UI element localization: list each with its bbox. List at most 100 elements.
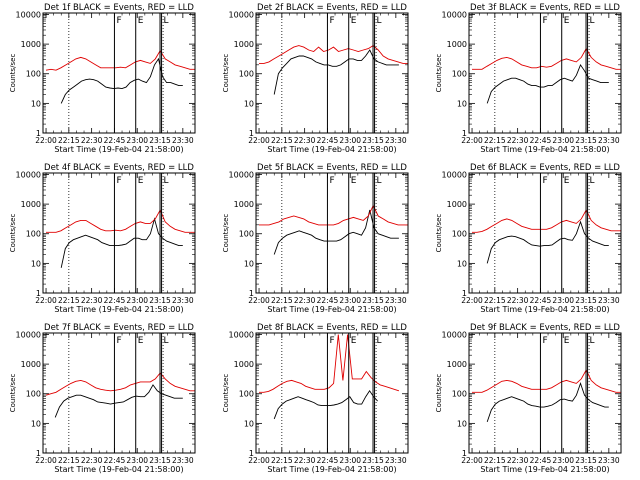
y-tick-label: 100 bbox=[26, 390, 41, 399]
x-tick-label: 22:00 bbox=[35, 136, 57, 145]
x-axis-label: Start Time (19-Feb-04 21:58:00) bbox=[480, 305, 609, 314]
lld-series-line bbox=[472, 369, 621, 393]
x-tick-label: 23:15 bbox=[362, 296, 384, 305]
x-tick-label: 22:00 bbox=[461, 456, 483, 465]
interval-marker-label: E bbox=[138, 16, 144, 26]
y-tick-label: 1000 bbox=[234, 360, 254, 369]
x-tick-label: 22:00 bbox=[35, 456, 57, 465]
plot-frame bbox=[42, 172, 196, 294]
chart-panel: Det 6f BLACK = Events, RED = LLD 1 10 100 10… bbox=[435, 163, 622, 314]
y-tick-label: 10000 bbox=[229, 330, 254, 339]
y-tick-label: 10000 bbox=[16, 170, 41, 179]
y-tick-label: 10000 bbox=[16, 10, 41, 19]
chart-panel: Det 1f BLACK = Events, RED = LLD 1 10 100 10… bbox=[9, 3, 196, 154]
interval-marker-label: E bbox=[351, 336, 357, 346]
interval-marker-label: F bbox=[329, 16, 334, 26]
x-tick-label: 22:45 bbox=[104, 296, 126, 305]
interval-marker-label: E bbox=[351, 16, 357, 26]
x-tick-label: 22:30 bbox=[294, 456, 316, 465]
x-tick-label: 22:15 bbox=[58, 296, 80, 305]
chart-panel: Det 8f BLACK = Events, RED = LLD 1 10 100 10… bbox=[222, 323, 409, 474]
lld-series-line bbox=[259, 45, 408, 64]
y-tick-label: 10000 bbox=[442, 170, 467, 179]
plot-frame bbox=[468, 12, 622, 134]
x-tick-label: 22:45 bbox=[104, 456, 126, 465]
interval-marker-label: L bbox=[164, 336, 169, 346]
y-axis-label: Counts/sec bbox=[9, 54, 17, 93]
interval-marker-label: E bbox=[138, 176, 144, 186]
plot-frame bbox=[468, 332, 622, 454]
events-series-line bbox=[486, 220, 609, 264]
y-tick-label: 1 bbox=[36, 129, 41, 138]
y-axis-label: Counts/sec bbox=[9, 214, 17, 253]
x-tick-label: 22:15 bbox=[271, 456, 293, 465]
interval-marker-label: L bbox=[377, 336, 382, 346]
y-tick-label: 10000 bbox=[229, 10, 254, 19]
x-tick-label: 22:00 bbox=[248, 456, 270, 465]
chart-panel: Det 4f BLACK = Events, RED = LLD 1 10 100 10… bbox=[9, 163, 196, 314]
x-tick-label: 22:00 bbox=[461, 136, 483, 145]
plot-frame bbox=[255, 332, 409, 454]
y-tick-label: 1 bbox=[462, 449, 467, 458]
interval-marker-label: F bbox=[542, 336, 547, 346]
y-tick-label: 10000 bbox=[442, 330, 467, 339]
x-tick-label: 22:00 bbox=[461, 296, 483, 305]
y-axis-label: Counts/sec bbox=[435, 374, 443, 413]
y-tick-label: 10 bbox=[31, 419, 41, 428]
y-tick-label: 10 bbox=[244, 99, 254, 108]
interval-marker-label: L bbox=[377, 176, 382, 186]
chart-title: Det 3f BLACK = Events, RED = LLD bbox=[470, 3, 620, 13]
x-tick-label: 23:00 bbox=[339, 456, 361, 465]
x-tick-label: 22:15 bbox=[271, 296, 293, 305]
y-tick-label: 10 bbox=[244, 259, 254, 268]
lld-series-line bbox=[259, 334, 400, 393]
y-tick-label: 1000 bbox=[234, 200, 254, 209]
x-tick-label: 23:00 bbox=[552, 296, 574, 305]
x-tick-label: 22:00 bbox=[248, 136, 270, 145]
x-tick-label: 22:00 bbox=[35, 296, 57, 305]
x-axis-label: Start Time (19-Feb-04 21:58:00) bbox=[54, 305, 183, 314]
events-series-line bbox=[486, 63, 609, 104]
x-tick-label: 23:30 bbox=[385, 136, 407, 145]
y-tick-label: 1 bbox=[36, 289, 41, 298]
y-tick-label: 10 bbox=[457, 99, 467, 108]
y-tick-label: 1000 bbox=[21, 200, 41, 209]
chart-panel: Det 7f BLACK = Events, RED = LLD 1 10 100 10… bbox=[9, 323, 196, 474]
y-tick-label: 1 bbox=[462, 289, 467, 298]
interval-marker-label: F bbox=[116, 176, 121, 186]
y-tick-label: 10 bbox=[457, 419, 467, 428]
interval-marker-label: L bbox=[164, 176, 169, 186]
x-axis-label: Start Time (19-Feb-04 21:58:00) bbox=[267, 145, 396, 154]
x-tick-label: 22:30 bbox=[507, 136, 529, 145]
x-tick-label: 22:15 bbox=[271, 136, 293, 145]
lld-series-line bbox=[45, 49, 195, 71]
x-tick-label: 23:15 bbox=[149, 136, 171, 145]
x-tick-label: 23:00 bbox=[126, 296, 148, 305]
y-tick-label: 10 bbox=[31, 99, 41, 108]
x-tick-label: 23:00 bbox=[339, 296, 361, 305]
interval-marker-label: F bbox=[329, 176, 334, 186]
interval-marker-label: E bbox=[351, 176, 357, 186]
y-tick-label: 1 bbox=[249, 289, 254, 298]
plot-frame bbox=[42, 332, 196, 454]
interval-marker-label: L bbox=[590, 16, 595, 26]
chart-panel: Det 9f BLACK = Events, RED = LLD 1 10 100 10… bbox=[435, 323, 622, 474]
x-axis-label: Start Time (19-Feb-04 21:58:00) bbox=[267, 305, 396, 314]
chart-title: Det 2f BLACK = Events, RED = LLD bbox=[257, 3, 407, 13]
x-tick-label: 23:15 bbox=[362, 456, 384, 465]
x-tick-label: 23:15 bbox=[575, 136, 597, 145]
interval-marker-label: E bbox=[564, 16, 570, 26]
lld-series-line bbox=[45, 372, 195, 396]
x-tick-label: 22:45 bbox=[530, 136, 552, 145]
x-tick-label: 22:45 bbox=[317, 136, 339, 145]
y-axis-label: Counts/sec bbox=[222, 374, 230, 413]
events-series-line bbox=[273, 209, 399, 255]
interval-marker-label: L bbox=[377, 16, 382, 26]
x-axis-label: Start Time (19-Feb-04 21:58:00) bbox=[480, 145, 609, 154]
chart-title: Det 5f BLACK = Events, RED = LLD bbox=[257, 163, 407, 173]
chart-panel: Det 5f BLACK = Events, RED = LLD 1 10 100 10… bbox=[222, 163, 409, 314]
y-axis-label: Counts/sec bbox=[222, 214, 230, 253]
plot-frame bbox=[42, 12, 196, 134]
x-tick-label: 23:30 bbox=[385, 296, 407, 305]
x-tick-label: 23:15 bbox=[575, 296, 597, 305]
